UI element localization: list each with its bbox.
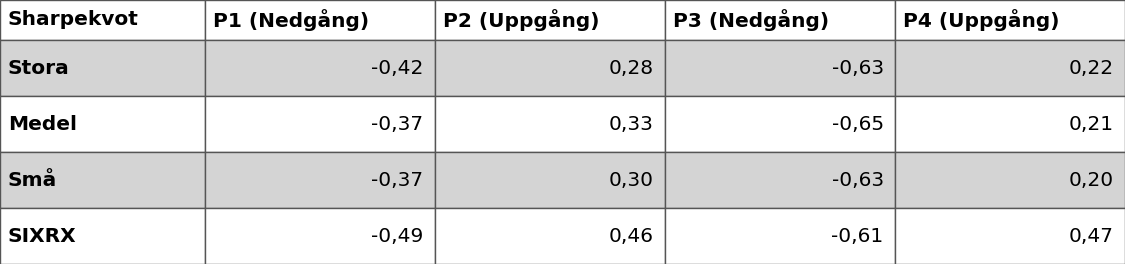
Text: Små: Små	[8, 171, 57, 190]
Text: -0,65: -0,65	[831, 115, 884, 134]
Text: Sharpekvot: Sharpekvot	[8, 11, 138, 30]
Text: -0,63: -0,63	[831, 171, 884, 190]
Bar	[665, 152, 896, 208]
Text: -0,61: -0,61	[831, 227, 884, 246]
Text: -0,37: -0,37	[371, 115, 423, 134]
Text: P2 (Uppgång): P2 (Uppgång)	[442, 9, 600, 31]
Text: 0,30: 0,30	[609, 171, 654, 190]
Text: 0,47: 0,47	[1069, 227, 1114, 246]
Bar	[665, 208, 896, 264]
Bar	[896, 208, 1125, 264]
Bar	[205, 208, 434, 264]
Bar	[205, 40, 434, 96]
Bar	[434, 96, 665, 152]
Text: -0,63: -0,63	[831, 59, 884, 78]
Bar	[665, 0, 896, 40]
Bar	[0, 208, 205, 264]
Bar	[0, 96, 205, 152]
Text: -0,37: -0,37	[371, 171, 423, 190]
Bar	[0, 152, 205, 208]
Bar	[0, 0, 205, 40]
Bar	[434, 152, 665, 208]
Text: 0,21: 0,21	[1069, 115, 1114, 134]
Bar	[896, 40, 1125, 96]
Bar	[434, 40, 665, 96]
Bar	[896, 0, 1125, 40]
Bar	[205, 152, 434, 208]
Text: P4 (Uppgång): P4 (Uppgång)	[902, 9, 1060, 31]
Text: -0,42: -0,42	[371, 59, 423, 78]
Bar	[896, 152, 1125, 208]
Bar	[205, 0, 434, 40]
Bar	[205, 96, 434, 152]
Text: -0,49: -0,49	[371, 227, 423, 246]
Text: 0,46: 0,46	[609, 227, 654, 246]
Bar	[896, 96, 1125, 152]
Text: P3 (Nedgång): P3 (Nedgång)	[673, 9, 829, 31]
Text: SIXRX: SIXRX	[8, 227, 76, 246]
Bar	[0, 40, 205, 96]
Bar	[434, 208, 665, 264]
Bar	[665, 96, 896, 152]
Text: 0,28: 0,28	[609, 59, 654, 78]
Bar	[434, 0, 665, 40]
Text: Stora: Stora	[8, 59, 70, 78]
Text: 0,33: 0,33	[609, 115, 654, 134]
Text: 0,20: 0,20	[1069, 171, 1114, 190]
Bar	[665, 40, 896, 96]
Text: Medel: Medel	[8, 115, 76, 134]
Text: P1 (Nedgång): P1 (Nedgång)	[213, 9, 369, 31]
Text: 0,22: 0,22	[1069, 59, 1114, 78]
